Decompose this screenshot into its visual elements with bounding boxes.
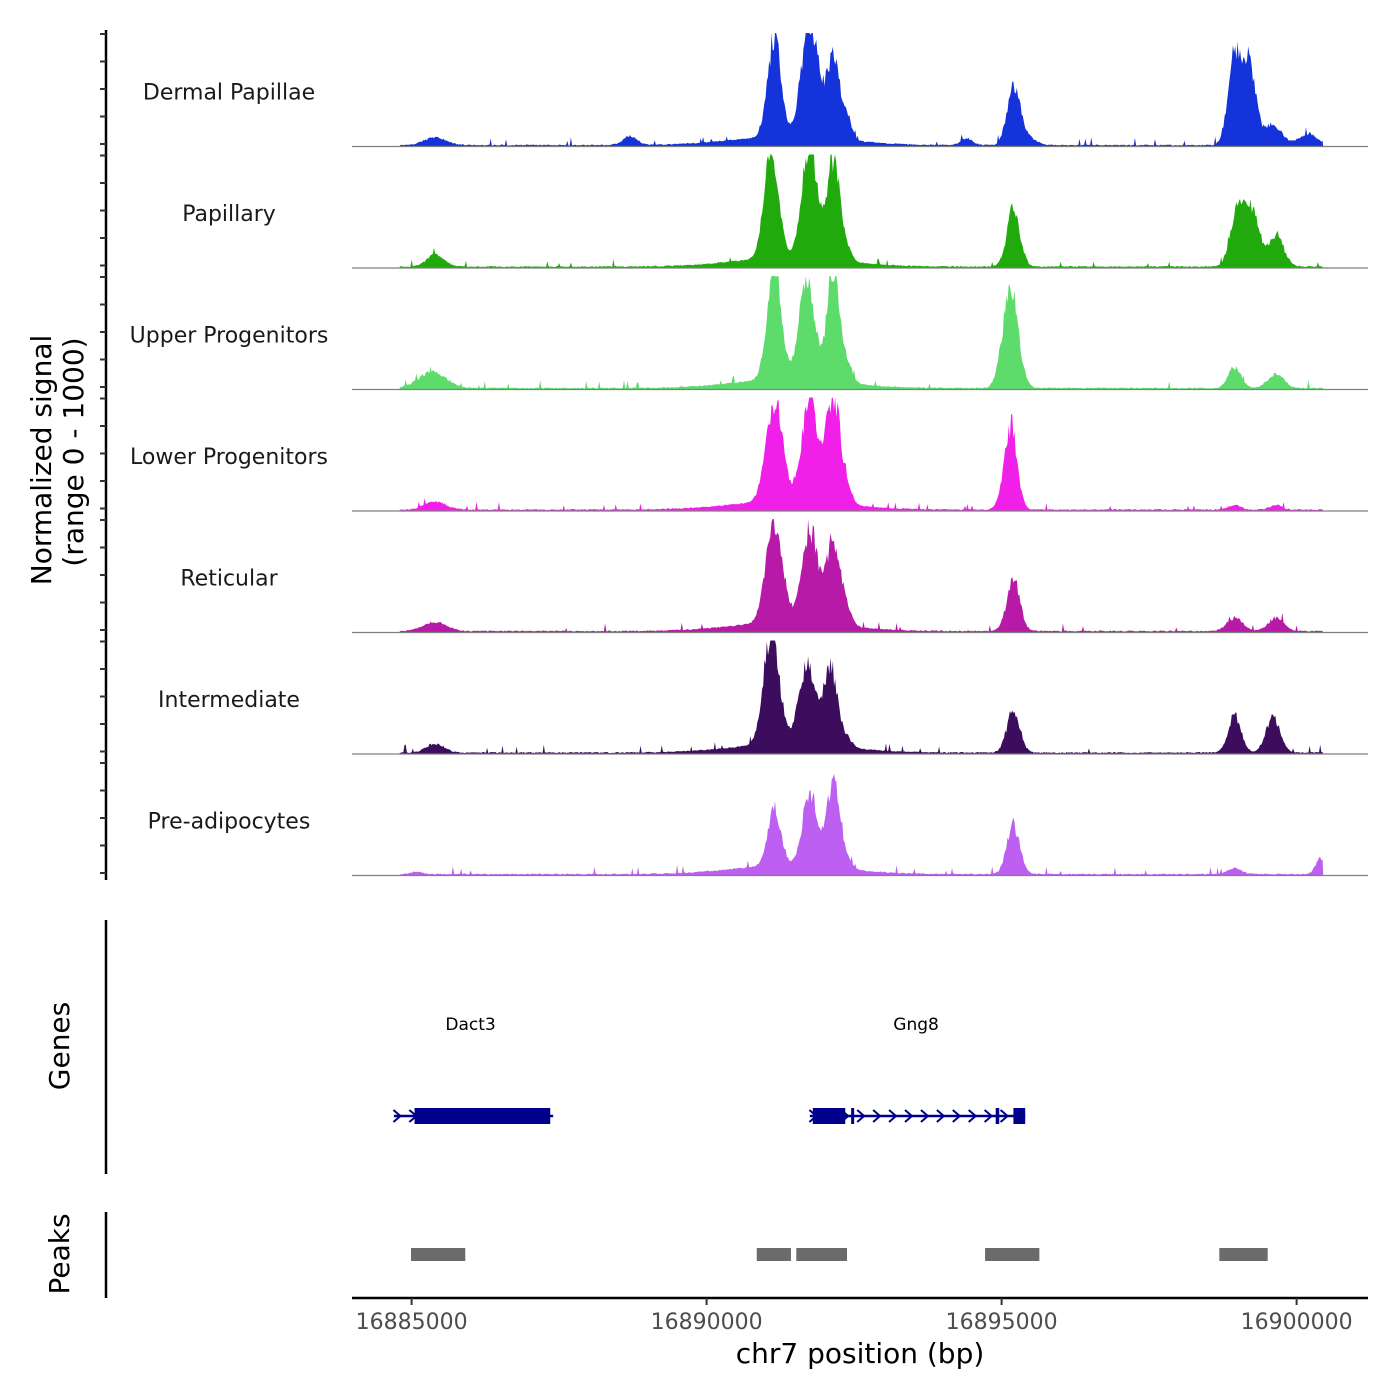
track-label: Upper Progenitors [130, 324, 329, 349]
peak-region [756, 1248, 791, 1261]
track-label: Dermal Papillae [143, 81, 315, 106]
gene-exon [995, 1108, 1000, 1124]
peak-region [1219, 1248, 1268, 1261]
x-tick-label: 16885000 [356, 1310, 468, 1335]
signal-area [399, 640, 1324, 754]
signal-y-axis [100, 30, 108, 880]
strand-arrow [968, 1109, 978, 1123]
gene-exon [1013, 1108, 1026, 1124]
track-label: Lower Progenitors [130, 445, 328, 470]
strand-arrow [936, 1109, 946, 1123]
y-axis-title-line2: (range 0 - 1000) [57, 337, 90, 566]
genes-axis-title: Genes [43, 1002, 76, 1090]
strand-arrow [952, 1109, 962, 1123]
gene-exon [414, 1108, 551, 1124]
peak-region [411, 1248, 466, 1261]
gene-exon [812, 1108, 846, 1124]
track-label: Reticular [180, 567, 278, 592]
track-papillary: Papillary [182, 154, 1368, 269]
strand-arrow [999, 1109, 1010, 1123]
x-tick-label: 16900000 [1241, 1310, 1353, 1335]
strand-arrow [872, 1109, 882, 1123]
track-intermediate: Intermediate [158, 640, 1368, 755]
strand-arrow [392, 1109, 402, 1123]
signal-area [399, 397, 1324, 511]
peak-region [985, 1248, 1040, 1261]
peaks-track [104, 1212, 1268, 1298]
gene-gng8: Gng8 [808, 1015, 1026, 1124]
gene-exon [851, 1108, 855, 1124]
gene-label: Gng8 [893, 1015, 939, 1035]
signal-area [399, 276, 1324, 390]
track-label: Pre-adipocytes [148, 810, 311, 835]
x-axis: 16885000 16890000 16895000 16900000 [352, 1296, 1368, 1335]
x-axis-title: chr7 position (bp) [736, 1337, 985, 1370]
signal-area [399, 519, 1324, 633]
gene-dact3: Dact3 [392, 1015, 554, 1124]
signal-area [399, 154, 1324, 268]
x-tick-label: 16895000 [946, 1310, 1058, 1335]
track-dermal-papillae: Dermal Papillae [143, 33, 1368, 148]
peaks-axis-title: Peaks [43, 1213, 76, 1294]
strand-arrow [888, 1109, 898, 1123]
strand-arrow [904, 1109, 914, 1123]
strand-arrow [983, 1109, 994, 1123]
track-pre-adipocytes: Pre-adipocytes [148, 773, 1368, 877]
strand-arrow [856, 1109, 866, 1123]
track-lower-progenitors: Lower Progenitors [130, 397, 1368, 512]
peak-region [796, 1248, 848, 1261]
signal-area [399, 33, 1324, 147]
signal-area [399, 773, 1324, 876]
x-tick-label: 16890000 [651, 1310, 763, 1335]
signal-tracks: Dermal Papillae Papillary Upper Progenitor… [130, 33, 1368, 877]
track-upper-progenitors: Upper Progenitors [130, 276, 1368, 391]
genes-track: Dact3 Gng8 [104, 920, 1026, 1174]
track-label: Intermediate [158, 688, 300, 713]
track-reticular: Reticular [180, 519, 1368, 634]
y-axis-title-line1: Normalized signal [25, 335, 58, 586]
gene-label: Dact3 [445, 1015, 495, 1035]
strand-arrow [920, 1109, 930, 1123]
track-label: Papillary [182, 202, 276, 227]
